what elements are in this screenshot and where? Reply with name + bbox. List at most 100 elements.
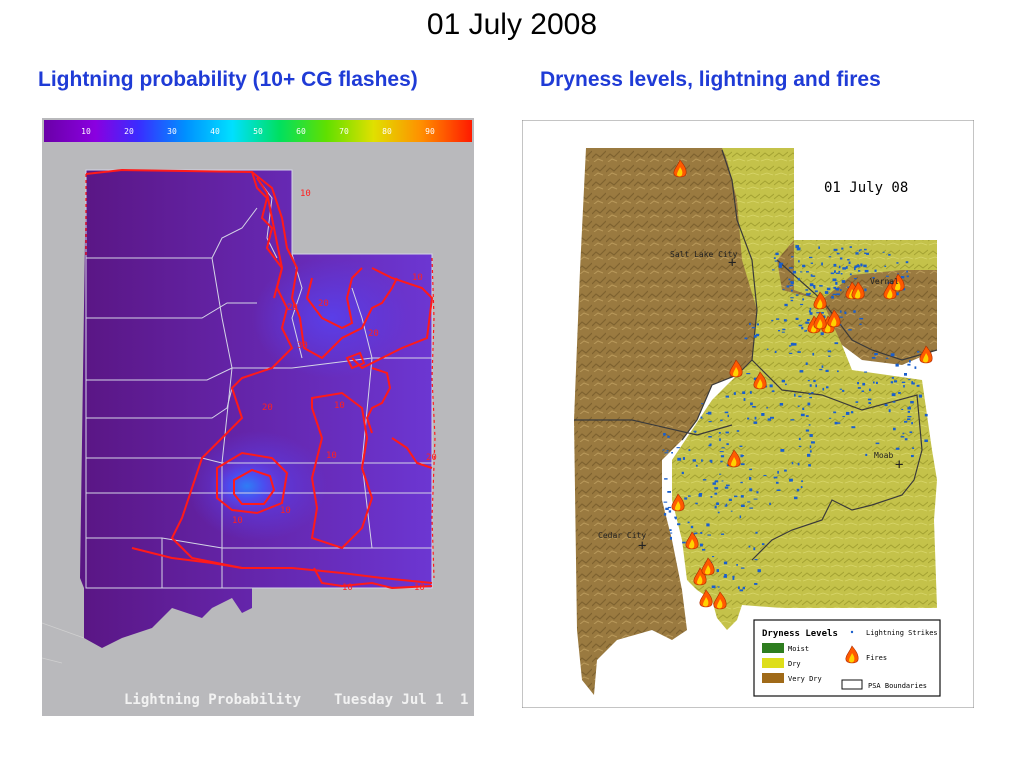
lightning-strike — [801, 326, 804, 330]
fire-icon — [753, 371, 767, 390]
lightning-strike — [719, 438, 721, 442]
lightning-strike — [891, 376, 894, 379]
lightning-strike — [805, 362, 808, 365]
lightning-strike — [809, 283, 814, 287]
svg-text:Moist: Moist — [788, 645, 809, 653]
caption-product: Lightning Probability — [124, 692, 302, 708]
lightning-strike — [682, 541, 686, 544]
page-title: 01 July 2008 — [426, 8, 598, 41]
lightning-strike — [750, 402, 753, 405]
lightning-strike — [835, 287, 840, 290]
contour-label: 20 — [262, 403, 273, 413]
lightning-strike — [700, 532, 703, 534]
lightning-strike — [739, 589, 744, 592]
dryness-map: Salt Lake City + Vernal Moab + Cedar Cit… — [521, 119, 975, 709]
lightning-strike — [771, 319, 774, 322]
lightning-strike — [772, 269, 775, 271]
lightning-strike — [798, 324, 803, 327]
lightning-strike — [841, 247, 844, 250]
lightning-strike — [800, 303, 804, 306]
lightning-strike — [774, 260, 778, 262]
lightning-strike — [808, 464, 811, 467]
lightning-strike — [866, 252, 869, 255]
lightning-strike — [782, 289, 785, 291]
lightning-strike — [766, 407, 768, 409]
lightning-strike — [796, 247, 801, 251]
lightning-strike — [695, 502, 698, 505]
lightning-strike — [908, 379, 911, 381]
lightning-strike — [776, 489, 781, 491]
lightning-strike — [812, 275, 816, 277]
lightning-strike — [911, 422, 913, 425]
lightning-strike — [845, 266, 848, 269]
dot-icon — [850, 630, 854, 634]
contour-label: 20 — [368, 329, 379, 339]
lightning-strike — [701, 459, 703, 462]
lightning-strike — [839, 257, 843, 260]
lightning-probability-svg: 10 20 30 40 50 60 70 80 90 — [41, 118, 474, 716]
lightning-strike — [822, 315, 826, 318]
lightning-strike — [839, 388, 842, 390]
lightning-strike — [833, 248, 838, 251]
lightning-strike — [725, 431, 729, 434]
lightning-strike — [838, 270, 841, 273]
lightning-strike — [669, 529, 672, 531]
lightning-strike — [809, 312, 813, 315]
lightning-strike — [869, 388, 871, 391]
lightning-strike — [798, 260, 800, 263]
fire-icon — [685, 531, 699, 550]
lightning-strike — [728, 498, 732, 501]
lightning-strike — [714, 505, 717, 509]
lightning-strike — [754, 583, 758, 585]
fire-icon — [919, 345, 933, 364]
lightning-strike — [807, 379, 810, 382]
map-legend: Dryness Levels Moist Dry Very Dry Lightn… — [753, 619, 941, 697]
lightning-strike — [702, 479, 707, 481]
lightning-strike — [662, 449, 665, 451]
lightning-strike — [895, 363, 899, 367]
lightning-strike — [664, 452, 669, 454]
lightning-strike — [837, 370, 839, 373]
fire-icon — [813, 291, 827, 310]
lightning-strike — [781, 262, 784, 265]
lightning-strike — [749, 488, 753, 492]
lightning-strike — [850, 411, 854, 414]
lightning-strike — [839, 324, 842, 326]
lightning-strike — [694, 430, 697, 433]
contour-label: 10 — [232, 516, 243, 526]
lightning-strike — [903, 385, 905, 388]
lightning-strike — [809, 450, 812, 453]
lightning-strike — [688, 449, 691, 452]
lightning-strike — [710, 496, 713, 498]
city-label-moab: Moab — [874, 451, 893, 460]
lightning-strike — [844, 311, 847, 315]
lightning-strike — [855, 252, 859, 255]
lightning-strike — [671, 452, 673, 454]
legend-swatch-dry — [762, 658, 784, 668]
lightning-strike — [805, 429, 810, 432]
lightning-strike — [909, 360, 911, 363]
lightning-strike — [890, 381, 894, 384]
lightning-strike — [802, 407, 805, 410]
lightning-strike — [865, 453, 868, 456]
fire-markers — [671, 159, 933, 610]
lightning-strike — [908, 406, 911, 408]
lightning-strike — [882, 251, 885, 253]
lightning-strike — [775, 481, 779, 484]
lightning-strike — [888, 409, 891, 413]
lightning-strike — [815, 384, 817, 388]
lightning-strike — [861, 390, 864, 392]
contour-label: 10 — [280, 506, 291, 516]
lightning-panel-heading: Lightning probability (10+ CG flashes) — [38, 68, 418, 91]
lightning-strike — [791, 289, 793, 292]
lightning-strike — [819, 368, 823, 371]
lightning-strike — [700, 416, 703, 419]
lightning-strike — [833, 411, 837, 414]
fire-icon — [827, 309, 841, 328]
fire-icon — [673, 159, 687, 178]
lightning-strike — [813, 287, 816, 289]
colorbar-tick-label: 70 — [339, 127, 349, 136]
lightning-strike — [806, 293, 810, 296]
lightning-strike — [859, 323, 862, 325]
lightning-strike — [826, 386, 829, 389]
